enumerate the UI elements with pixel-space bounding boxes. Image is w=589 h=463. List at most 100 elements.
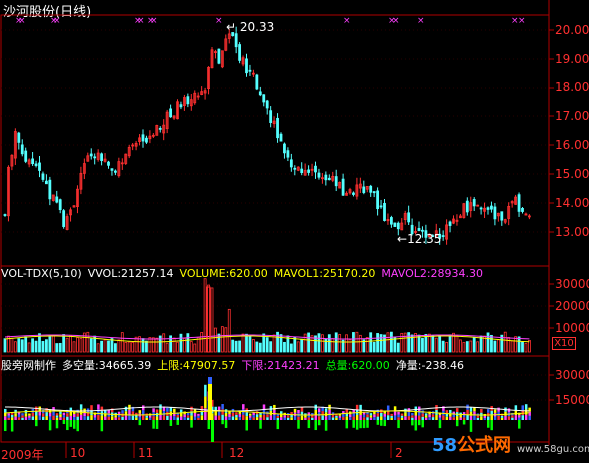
- volume-indicator-name[interactable]: VOL-TDX(5,10): [1, 267, 82, 280]
- indicator-bar: [273, 404, 276, 410]
- candle-body: [455, 219, 459, 222]
- indicator-bar: [397, 420, 400, 429]
- indicator-bar: [107, 409, 110, 414]
- indicator-bar: [386, 405, 390, 411]
- indicator-bar: [238, 413, 242, 417]
- candle-body: [424, 230, 428, 238]
- candle-body: [434, 230, 438, 237]
- indicator-bar: [511, 415, 514, 418]
- indicator-bar: [55, 413, 59, 416]
- volume-axis-tick: 20000: [555, 299, 589, 313]
- indicator-bar: [335, 415, 338, 418]
- candle-body: [120, 162, 124, 165]
- volume-bar: [314, 335, 317, 353]
- volume-bar: [286, 335, 290, 353]
- indicator-bar: [7, 413, 10, 416]
- volume-bar: [524, 343, 528, 353]
- indicator-bar: [138, 420, 142, 426]
- volume-bar: [389, 331, 393, 353]
- indicator-bar: [190, 420, 193, 428]
- indicator-bar: [500, 415, 504, 418]
- volume-bar: [383, 334, 386, 353]
- mavol2-value: MAVOL2:28934.30: [381, 267, 484, 280]
- indicator-bar: [45, 416, 48, 420]
- candle-body: [117, 161, 121, 177]
- volume-bar: [238, 340, 242, 353]
- candle-body: [369, 185, 373, 193]
- indicator-bar: [242, 404, 245, 410]
- indicator-bar: [293, 408, 297, 413]
- candle-body: [462, 203, 466, 218]
- indicator-bar: [159, 409, 162, 415]
- volume-bar: [410, 334, 414, 353]
- indicator-bar: [452, 417, 455, 420]
- candle-body: [338, 181, 342, 189]
- indicator-bar: [324, 416, 328, 420]
- indicator-bar: [518, 417, 521, 420]
- volume-bar: [13, 341, 17, 353]
- indicator-bar: [128, 409, 131, 415]
- volume-bar: [79, 338, 83, 353]
- indicator-bar: [104, 413, 107, 417]
- candle-body: [86, 155, 90, 162]
- volume-bar: [320, 334, 324, 353]
- x-axis-label: 11: [138, 446, 154, 460]
- volume-bar: [141, 338, 145, 353]
- candle-body: [76, 188, 79, 208]
- volume-bar: [365, 337, 369, 353]
- candle-body: [479, 207, 483, 210]
- indicator-bar: [252, 417, 255, 420]
- volume-bar: [265, 337, 269, 353]
- indicator-bar: [62, 420, 66, 425]
- volume-bar: [403, 332, 407, 353]
- candle-body: [148, 135, 152, 140]
- indicator-bar: [362, 412, 366, 415]
- volume-bar: [148, 337, 152, 353]
- volume-bar: [493, 340, 497, 353]
- volume-bar: [510, 340, 514, 353]
- candle-body: [110, 168, 114, 171]
- indicator-bar: [352, 416, 355, 420]
- volume-indicator-header[interactable]: VOL-TDX(5,10) VVOL:21257.14 VOLUME:620.00 M…: [1, 267, 489, 280]
- indicator-bar: [355, 420, 359, 430]
- volume-bar: [248, 336, 252, 353]
- indicator-bar: [490, 410, 493, 416]
- custom-indicator-name[interactable]: 股旁网制作: [1, 359, 56, 372]
- indicator-bar: [179, 416, 183, 420]
- volume-bar: [245, 333, 248, 353]
- candle-body: [245, 58, 248, 74]
- volume-bar: [207, 284, 210, 353]
- indicator-bar: [28, 417, 31, 420]
- x-axis-label: 10: [70, 446, 86, 460]
- candle-body: [127, 146, 131, 157]
- volume-bar: [20, 339, 24, 353]
- indicator-bar: [31, 416, 35, 420]
- indicator-bar: [314, 409, 317, 415]
- volume-bar: [476, 341, 480, 353]
- indicator-bar: [397, 417, 400, 420]
- indicator-bar: [524, 414, 528, 420]
- indicator-bar: [338, 415, 342, 418]
- candle-body: [114, 170, 117, 173]
- indicator-bar: [366, 417, 369, 420]
- indicator-bar: [518, 415, 521, 418]
- indicator-bar: [286, 415, 290, 418]
- indicator-bar: [445, 416, 449, 420]
- candle-body: [193, 92, 197, 104]
- indicator-bar: [248, 417, 252, 420]
- custom-indicator-header[interactable]: 股旁网制作 多空量:34665.39 上限:47907.57 下限:21423.21 总…: [1, 357, 470, 373]
- volume-bar: [500, 334, 504, 353]
- indicator-bar: [262, 409, 266, 415]
- watermark-logo: 58公式网: [432, 435, 512, 456]
- candle-body: [514, 196, 517, 205]
- mavol2-line: [4, 334, 530, 340]
- volume-bar: [362, 339, 366, 353]
- indicator-bar: [73, 420, 76, 429]
- indicator-bar: [73, 413, 76, 417]
- indicator-bar: [362, 417, 366, 420]
- indicator-bar: [400, 417, 404, 420]
- upper-limit-value: 上限:47907.57: [157, 359, 236, 372]
- candle-body: [186, 96, 190, 105]
- volume-bar: [438, 334, 442, 353]
